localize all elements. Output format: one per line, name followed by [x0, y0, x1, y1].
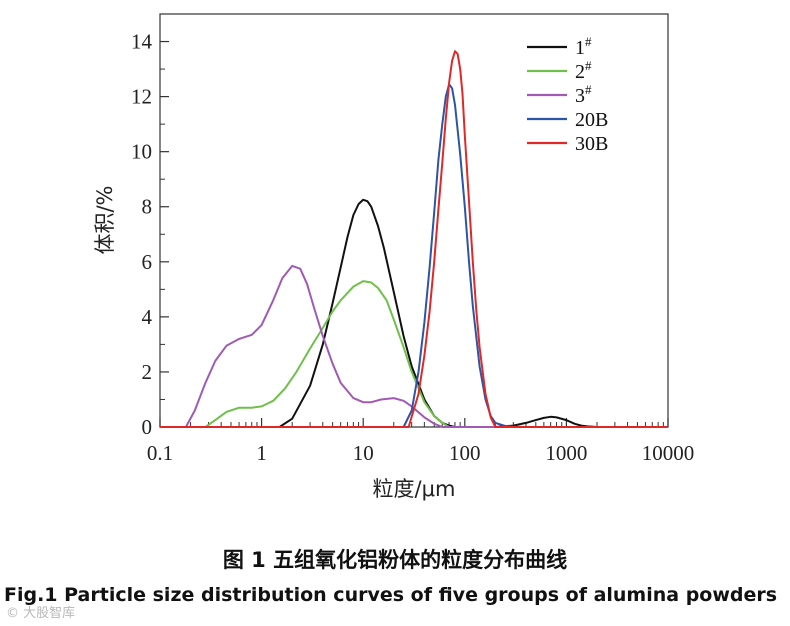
y-tick-label: 4	[142, 305, 153, 329]
legend-label-2: 2#	[575, 58, 592, 83]
y-tick-label: 6	[142, 250, 153, 274]
y-tick-label: 14	[131, 30, 153, 54]
legend-label-sup: #	[585, 82, 592, 97]
y-axis-title: 体积/%	[93, 185, 117, 254]
figure-caption-english: Fig.1 Particle size distribution curves …	[4, 584, 778, 606]
plot-frame	[159, 13, 669, 428]
chart: 0.1 1 10 100 1000 10000 0 2 4 6 8 10 12 14 1#2#3#20B…	[93, 13, 695, 501]
legend-label-30B: 30B	[575, 133, 608, 155]
y-tick-label: 0	[142, 415, 153, 439]
legend-label-sup: #	[585, 58, 592, 73]
y-tick-label: 12	[131, 85, 152, 109]
legend-label-1: 1#	[575, 34, 592, 59]
x-tick-label: 10	[353, 441, 374, 465]
x-axis-title: 粒度/μm	[373, 477, 456, 501]
legend-label-3: 3#	[575, 82, 592, 107]
series-line-3	[160, 264, 668, 428]
legend-label-20B: 20B	[575, 109, 608, 131]
y-tick-label: 8	[142, 195, 153, 219]
series-line-20B	[160, 83, 668, 428]
series-line-30B	[160, 50, 668, 428]
x-tick-label: 1000	[545, 441, 587, 465]
x-tick-label: 0.1	[147, 441, 173, 465]
x-tick-label: 1	[256, 441, 267, 465]
figure-caption-chinese: 图 1 五组氧化铝粉体的粒度分布曲线	[222, 548, 568, 572]
x-tick-label: 100	[449, 441, 481, 465]
y-tick-label: 10	[131, 140, 152, 164]
series-line-1	[160, 198, 668, 428]
x-tick-label: 10000	[642, 441, 695, 465]
watermark: © 大股智库	[6, 606, 76, 621]
series-line-2	[160, 280, 668, 428]
y-tick-label: 2	[142, 360, 153, 384]
legend-label-sup: #	[585, 34, 592, 49]
